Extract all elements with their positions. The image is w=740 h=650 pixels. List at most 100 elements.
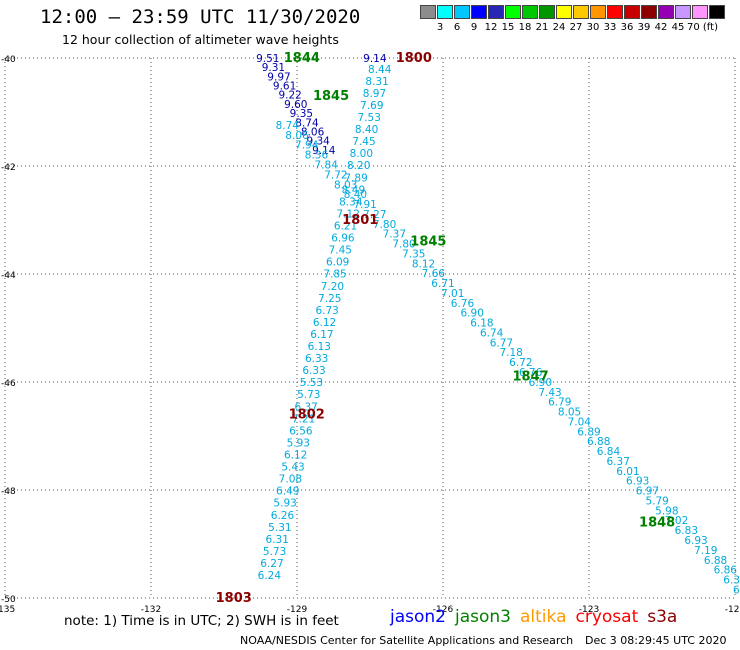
pass-time-label: 1847 — [513, 370, 549, 385]
wave-height-value: 7.89 — [344, 172, 367, 184]
wave-height-value: 6.95 — [733, 584, 740, 596]
legend-label: 30 — [586, 22, 600, 33]
wave-height-value: 6.09 — [326, 257, 349, 269]
wave-height-value: 7.94 — [295, 140, 319, 152]
legend-swatch — [488, 5, 504, 19]
legend-swatch — [454, 5, 470, 19]
wave-height-value: 6.18 — [470, 318, 493, 330]
mission-name: jason3 — [455, 607, 511, 627]
pass-time-label: 1802 — [289, 407, 325, 422]
legend-swatch — [658, 5, 674, 19]
legend-swatch — [641, 5, 657, 19]
wave-height-value: 5.93 — [273, 498, 296, 510]
units-note: note: 1) Time is in UTC; 2) SWH is in fe… — [64, 613, 339, 629]
legend-swatch — [522, 5, 538, 19]
legend-label: 9 — [470, 22, 478, 33]
wave-height-value: 7.91 — [353, 199, 376, 211]
wave-height-value: 6.21 — [334, 220, 357, 232]
legend-label: 6 — [453, 22, 461, 33]
wave-height-value: 8.06 — [301, 126, 325, 138]
wave-height-value: 8.31 — [365, 76, 388, 88]
wave-height-value: 6.74 — [480, 327, 504, 339]
wave-height-value: 7.20 — [321, 281, 344, 293]
wave-height-value: 7.69 — [360, 100, 383, 112]
lat-tick-label: -48 — [1, 487, 16, 497]
wave-height-value: 6.37 — [294, 401, 317, 413]
legend-swatch — [420, 5, 436, 19]
wave-height-value: 6.27 — [260, 558, 283, 570]
legend-label: 24 — [552, 22, 566, 33]
lon-tick-label: -126 — [433, 605, 454, 615]
wave-height-value: 9.14 — [363, 53, 387, 65]
legend-label: 42 — [654, 22, 668, 33]
wave-height-value: 5.98 — [655, 505, 678, 517]
wave-height-value: 9.35 — [290, 108, 313, 120]
wave-height-value: 8.05 — [558, 407, 581, 419]
wave-height-value: 9.31 — [262, 62, 285, 74]
wave-height-value: 7.85 — [323, 269, 346, 281]
legend-swatch — [675, 5, 691, 19]
mission-legend: jason2 jason3 altika cryosat s3a — [390, 607, 686, 627]
wave-height-value: 6.83 — [675, 525, 698, 537]
wave-height-value: 8.06 — [285, 130, 309, 142]
legend-label: 39 — [637, 22, 651, 33]
legend-swatch — [539, 5, 555, 19]
legend-label: 21 — [535, 22, 549, 33]
wave-height-value: 9.22 — [278, 90, 301, 102]
pass-time-label: 1848 — [639, 515, 675, 530]
wave-height-value: 6.90 — [529, 377, 552, 389]
page-title: 12:00 – 23:59 UTC 11/30/2020 — [40, 6, 361, 28]
lon-tick-label: -135 — [0, 605, 15, 615]
wave-height-value: 8.20 — [347, 160, 370, 172]
legend-label: 15 — [501, 22, 515, 33]
mission-name: altika — [520, 607, 567, 627]
wave-height-value: 6.36 — [723, 575, 740, 587]
lat-tick-label: -50 — [1, 595, 16, 605]
pass-time-label: 1845 — [410, 235, 446, 250]
legend-label: 18 — [518, 22, 532, 33]
wave-height-value: 6.13 — [308, 341, 331, 353]
wave-height-value: 9.97 — [267, 71, 290, 83]
wave-height-value: 6.86 — [714, 565, 738, 577]
wave-height-value: 8.97 — [363, 88, 386, 100]
wave-height-value: 7.66 — [422, 268, 446, 280]
wave-height-value: 6.49 — [276, 486, 299, 498]
wave-height-value: 6.89 — [577, 426, 600, 438]
legend-label: 27 — [569, 22, 583, 33]
wave-height-value: 8.40 — [355, 124, 378, 136]
wave-height-value: 7.12 — [337, 208, 360, 220]
wave-height-value: 5.53 — [300, 377, 323, 389]
wave-height-value: 6.56 — [289, 425, 313, 437]
wave-height-value: 6.93 — [626, 476, 649, 488]
wave-height-value: 5.73 — [263, 546, 286, 558]
wave-height-value: 5.31 — [268, 522, 291, 534]
legend-label: 45 — [671, 22, 685, 33]
lat-tick-label: -46 — [1, 379, 16, 389]
mission-name: cryosat — [575, 607, 639, 627]
legend-swatch — [437, 5, 453, 19]
wave-height-value: 7.18 — [499, 347, 522, 359]
wave-height-value: 7.43 — [538, 387, 561, 399]
wave-height-value: 7.45 — [352, 136, 375, 148]
wave-height-value: 6.90 — [461, 308, 484, 320]
wave-height-value: 6.71 — [431, 278, 454, 290]
legend-label: 33 — [603, 22, 617, 33]
wave-height-value: 7.80 — [392, 239, 415, 251]
pass-time-label: 1844 — [284, 51, 320, 66]
wave-height-value: 6.88 — [704, 555, 727, 567]
legend-swatch — [607, 5, 623, 19]
wave-height-value: 7.35 — [402, 248, 425, 260]
wave-height-value: 8.03 — [334, 179, 357, 191]
wave-height-value: 6.88 — [587, 436, 610, 448]
legend-swatch — [590, 5, 606, 19]
wave-height-value: 7.37 — [383, 229, 406, 241]
wave-height-value: 7.72 — [324, 169, 347, 181]
legend-label: 3 — [436, 22, 444, 33]
wave-height-value: 6.97 — [636, 486, 659, 498]
wave-height-value: 8.74 — [295, 117, 319, 129]
wave-height-value: 7.21 — [292, 413, 315, 425]
wave-height-value: 5.43 — [281, 462, 304, 474]
wave-height-value: 6.31 — [266, 534, 289, 546]
